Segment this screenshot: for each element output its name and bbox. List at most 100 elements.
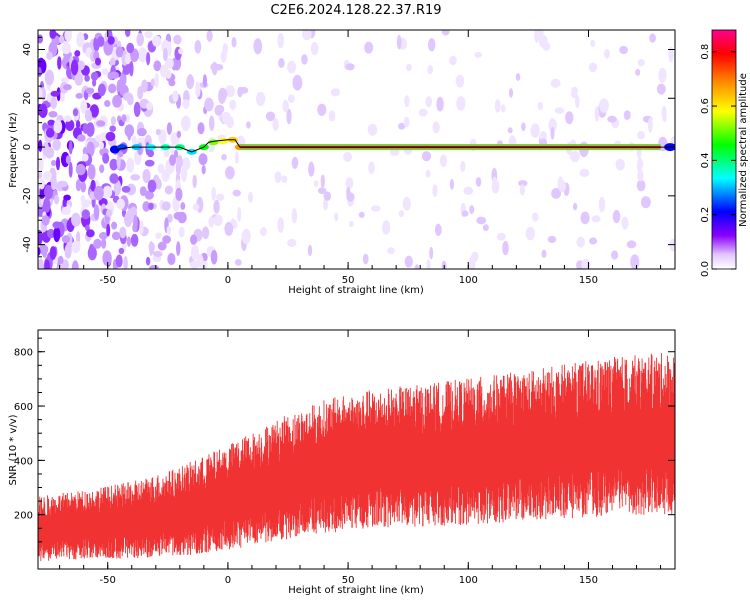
spectrogram-cell [86, 122, 95, 137]
spectrogram-cell [97, 36, 105, 47]
spectrogram-cell [630, 254, 640, 269]
spectrogram-cell [102, 152, 110, 164]
y-tick-label: 400 [14, 456, 33, 467]
spectrogram-cell [98, 197, 108, 207]
spectrogram-cell [211, 61, 218, 76]
spectrogram-cell [156, 178, 162, 190]
spectrogram-cell [89, 104, 100, 118]
spectrogram-cell [475, 177, 482, 187]
spectrogram-cell [460, 161, 466, 172]
spectrogram-cell [110, 116, 116, 126]
spectrogram-cell [173, 211, 184, 220]
snr-panel: -50 0 50 100 150 200 400 600 800 Height of stra… [8, 329, 676, 596]
colorbar-ticks: 0.0 0.2 0.4 0.6 0.8 [700, 44, 736, 277]
spectrogram-cell [99, 141, 104, 150]
spectrogram-cell [64, 243, 72, 259]
spectrogram-cell [441, 30, 450, 36]
spectrogram-cell [119, 226, 127, 239]
spectrogram-cell [53, 119, 63, 134]
spectrogram-cell [111, 231, 121, 241]
spectrogram-cell [119, 71, 127, 87]
spectrogram-cell [220, 50, 227, 63]
spectrogram-cell [71, 240, 81, 254]
spectrogram-cell [126, 93, 134, 106]
spectrogram-cell [57, 180, 68, 188]
spectrogram-cell [231, 37, 237, 48]
spectrogram-cell [112, 94, 122, 108]
spectrogram-cell [364, 41, 374, 54]
spectrogram-cell [146, 102, 153, 111]
y-tick-label: 0 [22, 144, 33, 150]
spectrogram-cell [57, 255, 64, 265]
spectrogram-cell [118, 151, 124, 158]
spectrogram-cell [87, 246, 97, 261]
spectrogram-cell [80, 181, 87, 193]
spectrogram-cell [126, 42, 135, 54]
spectrogram-cell [525, 226, 535, 241]
spectrogram-cell [547, 235, 557, 243]
spectrogram-cell [476, 216, 487, 225]
spectrogram-cell [57, 264, 65, 269]
spectrogram-cell [58, 35, 65, 44]
spectrogram-cell [515, 73, 521, 81]
spectrogram-cell [434, 223, 442, 236]
spectrogram-cell [554, 107, 565, 114]
spectrogram-cell [565, 111, 574, 125]
spectrogram-cell [155, 129, 161, 136]
spectrogram-cell [154, 73, 159, 88]
spectrogram-cell [603, 49, 610, 59]
spectrogram-cell [190, 234, 198, 245]
spectrogram-cell [206, 30, 213, 42]
spectrogram-cell [116, 153, 121, 170]
spectrogram-cell [38, 103, 48, 118]
spectrogram-cell [224, 221, 234, 236]
spectrogram-cell [74, 72, 83, 86]
x-tick-label: 100 [459, 575, 478, 586]
spectrogram-cell [537, 101, 543, 111]
spectrogram-cell [201, 226, 210, 240]
spectrogram-cell [637, 131, 645, 140]
spectrogram-cell [170, 144, 175, 154]
spectrogram-cell [38, 87, 43, 101]
spectrogram-cell [260, 227, 267, 236]
y-tick-label: 200 [14, 511, 33, 522]
y-tick-label: 40 [22, 43, 33, 56]
spectrogram-cell [144, 159, 155, 167]
spectrogram-cell [640, 196, 651, 209]
spectrogram-cell [317, 103, 327, 117]
y-tick-label: -40 [22, 236, 33, 252]
spectrogram-cell [432, 121, 440, 134]
spectrogram-cell [541, 249, 547, 258]
spectrogram-cell [213, 199, 220, 214]
spectrogram-cell [93, 185, 104, 201]
spectrogram-cell [210, 249, 218, 265]
spectrogram-cell [167, 213, 173, 223]
spectrogram-cell [122, 67, 130, 75]
spectrogram-cell [589, 237, 598, 245]
spectrogram-cell [165, 57, 174, 69]
spectrogram-cell [317, 187, 327, 194]
spectrogram-cell [647, 117, 653, 133]
spectrogram-cell [550, 126, 555, 140]
spectrogram-cell [474, 51, 483, 58]
x-tick-label: -50 [100, 275, 116, 286]
spectrogram-cell [398, 122, 406, 130]
spectrogram-cell [328, 110, 336, 122]
spectrogram-cell [109, 71, 120, 79]
spectrogram-cell [63, 84, 72, 91]
spectrogram-cell [137, 47, 148, 63]
spectrogram-cell [598, 196, 606, 213]
spectrogram-cell [116, 198, 125, 210]
spectrogram-cell [75, 231, 81, 245]
spectrogram-cell [387, 247, 395, 255]
spectrogram-cell [77, 60, 85, 71]
spectrogram-cell [414, 264, 419, 269]
x-tick-label: 150 [579, 575, 598, 586]
spectrogram-cell [277, 32, 285, 49]
spectrogram-cell [167, 253, 176, 265]
spectrogram-cell [345, 63, 355, 71]
spectrogram-cell [551, 188, 562, 199]
spectrogram-cell [428, 38, 436, 52]
spectrogram-cell [115, 46, 124, 58]
spectrogram-cell [292, 74, 303, 91]
